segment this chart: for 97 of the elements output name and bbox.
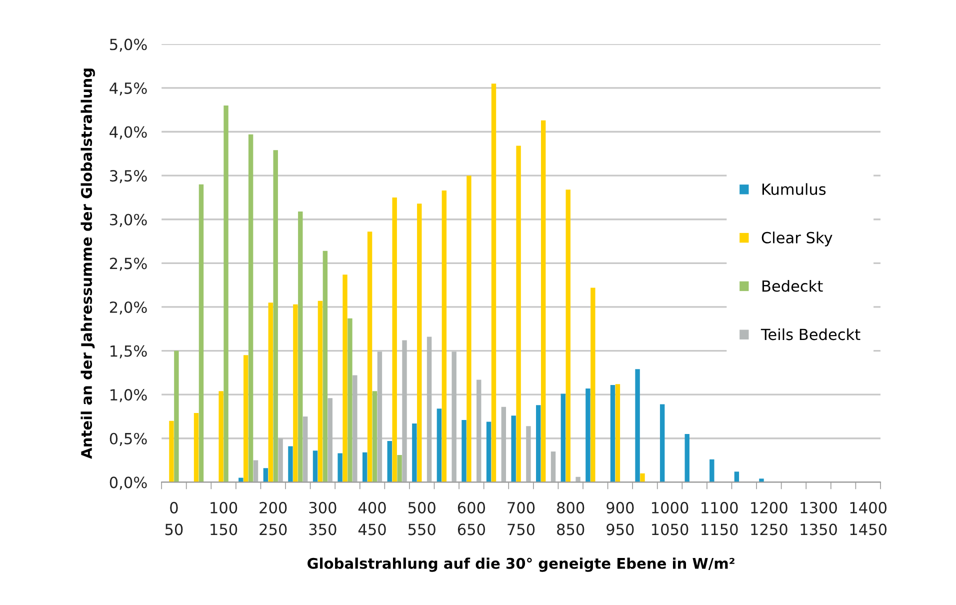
y-tick-label: 0,0% bbox=[110, 476, 147, 490]
bar bbox=[174, 350, 179, 482]
bar bbox=[298, 211, 303, 482]
bar bbox=[402, 340, 407, 482]
bar bbox=[734, 472, 740, 482]
bar bbox=[263, 468, 268, 482]
bar bbox=[660, 404, 665, 482]
x-tick-label: 0 50 bbox=[165, 502, 183, 536]
y-axis-title: Anteil an der Jahressumme der Globalstrahlung bbox=[80, 68, 95, 459]
bar bbox=[372, 391, 378, 482]
bar bbox=[540, 120, 546, 482]
bar bbox=[248, 134, 254, 482]
bar bbox=[318, 300, 323, 482]
x-tick-label: 400 450 bbox=[358, 502, 386, 536]
y-tick-label: 4,0% bbox=[110, 126, 147, 140]
bar bbox=[486, 422, 492, 482]
bar bbox=[590, 288, 596, 482]
legend-label: Clear Sky bbox=[762, 232, 832, 246]
bar bbox=[392, 197, 397, 482]
x-tick-label: 700 750 bbox=[508, 502, 535, 536]
y-tick-label: 1,5% bbox=[110, 345, 147, 358]
x-tick-label: 200 250 bbox=[260, 502, 287, 536]
x-tick-label: 1100 1150 bbox=[702, 502, 738, 536]
bar bbox=[511, 416, 516, 482]
legend-label: Teils Bedeckt bbox=[760, 328, 860, 340]
bar bbox=[466, 176, 472, 482]
bar bbox=[397, 455, 402, 482]
bar bbox=[610, 384, 616, 482]
x-tick-label: 500 550 bbox=[408, 502, 436, 536]
y-tick-label: 2,5% bbox=[110, 258, 147, 271]
bar bbox=[491, 84, 496, 482]
bar bbox=[536, 405, 541, 482]
bar bbox=[436, 408, 442, 482]
bar bbox=[476, 380, 482, 482]
y-tick-label: 5,0% bbox=[110, 38, 147, 52]
bar bbox=[640, 473, 645, 482]
bar bbox=[377, 352, 382, 482]
x-tick-label: 300 350 bbox=[309, 502, 336, 536]
bar bbox=[560, 394, 566, 482]
bar bbox=[412, 423, 417, 482]
bar bbox=[576, 476, 580, 482]
bar bbox=[615, 384, 620, 482]
bar bbox=[462, 420, 466, 482]
bar bbox=[550, 452, 556, 482]
bar bbox=[635, 369, 640, 482]
y-tick-label: 3,5% bbox=[110, 170, 147, 184]
x-tick-label: 1200 1250 bbox=[751, 502, 788, 536]
y-tick-label: 3,0% bbox=[110, 214, 147, 227]
bar bbox=[342, 274, 348, 482]
bar bbox=[352, 375, 358, 482]
x-axis-title: Globalstrahlung auf die 30° geneigte Ebene in W/m² bbox=[308, 558, 734, 572]
bar bbox=[516, 146, 521, 482]
x-tick-label: 1300 1350 bbox=[800, 502, 837, 536]
bar bbox=[586, 388, 590, 482]
bar bbox=[243, 355, 248, 482]
bar bbox=[426, 336, 432, 482]
bar bbox=[194, 412, 199, 482]
x-tick-label: 1400 1450 bbox=[850, 502, 887, 536]
bar bbox=[759, 478, 764, 482]
x-tick-label: 100 150 bbox=[210, 502, 238, 536]
bar bbox=[224, 105, 228, 482]
bar bbox=[442, 190, 447, 482]
bar bbox=[302, 416, 308, 482]
y-tick-label: 0,5% bbox=[110, 432, 147, 446]
bar bbox=[268, 302, 273, 482]
x-tick-label: 600 650 bbox=[458, 502, 486, 536]
x-tick-label: 900 950 bbox=[606, 502, 634, 536]
bar bbox=[322, 250, 328, 482]
bar bbox=[684, 434, 690, 482]
y-tick-label: 4,5% bbox=[110, 82, 147, 96]
bar bbox=[566, 190, 570, 482]
bar bbox=[387, 441, 392, 482]
bar bbox=[452, 352, 456, 482]
y-tick-label: 2,0% bbox=[110, 301, 147, 315]
bar bbox=[273, 150, 278, 482]
bar bbox=[338, 453, 342, 482]
bar bbox=[526, 426, 531, 482]
bar bbox=[312, 450, 318, 482]
bar bbox=[348, 318, 352, 482]
bar bbox=[169, 420, 174, 482]
bar bbox=[710, 459, 714, 482]
bar bbox=[501, 406, 506, 482]
legend-label: Bedeckt bbox=[762, 280, 823, 292]
bar bbox=[218, 391, 224, 482]
bar bbox=[278, 438, 283, 482]
bar bbox=[293, 304, 298, 482]
bar bbox=[417, 204, 422, 482]
bar bbox=[328, 398, 332, 482]
legend-label: Kumulus bbox=[762, 183, 826, 196]
y-tick-label: 1,0% bbox=[110, 389, 147, 402]
bar bbox=[362, 452, 368, 482]
bar bbox=[198, 184, 204, 482]
x-tick-label: 800 850 bbox=[557, 502, 584, 536]
bar bbox=[288, 446, 293, 482]
x-tick-label: 1000 1050 bbox=[652, 502, 688, 536]
bar bbox=[367, 232, 372, 482]
bar bbox=[253, 460, 258, 482]
